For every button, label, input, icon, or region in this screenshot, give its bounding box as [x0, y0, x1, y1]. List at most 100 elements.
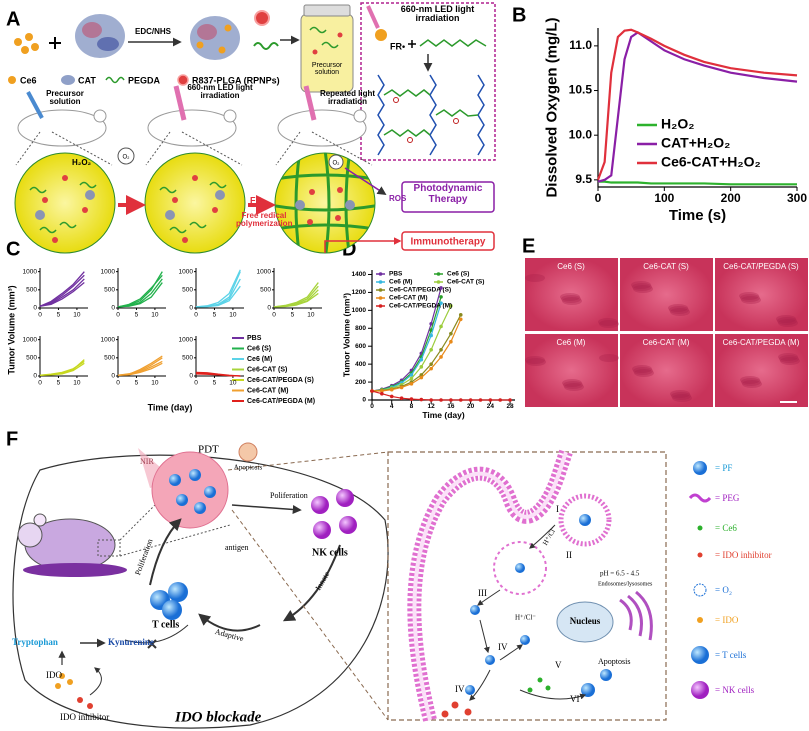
legend-marker [378, 272, 383, 276]
histology-texture [633, 285, 653, 293]
series-line [598, 180, 797, 186]
polymerization-label: Free redical polymerization [236, 211, 293, 229]
panel-f-text: III [478, 588, 487, 598]
image-label: Ce6 (S) [557, 262, 585, 271]
panel-f-art [581, 683, 595, 697]
x-tick-label: 5 [57, 380, 61, 387]
panel-f-art [412, 451, 568, 721]
series-line [372, 319, 462, 392]
panel-a-art [21, 46, 29, 54]
panel-a-art [29, 181, 227, 234]
panel-a-art [144, 152, 246, 254]
panel-f-art [545, 685, 551, 691]
panel-a-art [353, 109, 367, 123]
panel-f-art [451, 701, 459, 709]
panel-a-art [61, 75, 75, 85]
y-tick-label: 11.0 [569, 38, 592, 52]
legend-label: Ce6-CAT/PEGDA (S) [247, 377, 314, 384]
histology-texture [670, 390, 690, 398]
panel-a-art [82, 22, 102, 38]
panel-a-art [345, 200, 355, 210]
panel-a-art [253, 42, 279, 50]
panel-a-art [429, 74, 437, 156]
panel-a-art [177, 74, 189, 86]
histology-texture [671, 392, 691, 400]
panel-f-art [441, 701, 472, 718]
point [429, 362, 433, 366]
legend-label: Ce6 (M) [247, 356, 272, 363]
histology-image [620, 258, 713, 331]
curve [117, 360, 163, 376]
x-tick-label: 10 [151, 380, 159, 387]
image-label: Ce6-CAT (M) [643, 338, 690, 347]
panel-f-art [311, 496, 329, 514]
curve [117, 271, 163, 308]
histology-texture [598, 318, 618, 326]
panel-a-text: ROS [389, 194, 407, 203]
curve [273, 282, 319, 308]
panel-a-art [215, 190, 225, 200]
legend-label: Ce6-CAT+H₂O₂ [661, 154, 761, 170]
series-line [597, 31, 798, 183]
panel-f-text: = O₂ [715, 585, 732, 595]
panel-f-text: Nucleus [570, 616, 601, 626]
legend-label: PBS [389, 271, 403, 278]
point [389, 387, 394, 392]
chart: 9.5 10.0 10.5 11.0 0 100 200 300 Time (s) Dissolv… [543, 17, 807, 223]
panel-a-art [309, 189, 315, 195]
panel-f-text: VI [570, 694, 580, 704]
step-label: Precursor solution [46, 89, 84, 107]
x-tick-label: 10 [73, 312, 81, 319]
y-tick-label: 1000 [179, 336, 194, 343]
panel-a-art [303, 4, 351, 17]
panel-a-art [49, 37, 61, 49]
panel-f-art [407, 449, 573, 722]
series-line [596, 28, 798, 181]
panel-a-art [93, 109, 107, 123]
legend-label: Ce6-CAT/PEGDA (S) [389, 287, 451, 294]
panel-f-art [238, 442, 258, 462]
y-tick-label: 1000 [179, 268, 194, 275]
panel-f-art [556, 601, 614, 643]
curve [39, 282, 85, 307]
y-tick-label: 1200 [352, 289, 367, 296]
point [409, 376, 414, 381]
panel-f-art [515, 563, 525, 573]
panel-f-art [527, 687, 533, 693]
point [439, 355, 443, 359]
point [449, 339, 453, 344]
legend-marker [378, 304, 383, 308]
x-tick-label: 5 [213, 380, 217, 387]
panel-a-art [477, 74, 485, 156]
panel-f-text: pH = 6.5 - 4.5 [600, 570, 640, 578]
curve [39, 271, 85, 307]
panel-f-art [693, 583, 707, 597]
panel-a-text: H₂O₂ [72, 158, 92, 167]
y-tick-label: 500 [182, 287, 193, 294]
x-tick-label: 24 [487, 403, 495, 410]
curve [39, 360, 85, 376]
point [439, 286, 443, 290]
histology-texture [526, 358, 546, 366]
point [370, 389, 374, 393]
histology-texture [563, 381, 583, 389]
panel-a-text: Ce6 [20, 75, 37, 85]
x-axis-label: Time (s) [669, 207, 726, 224]
y-axis-label: Tumor Volume (mm³) [342, 293, 352, 377]
panel-a-art [82, 207, 88, 213]
x-tick-label: 200 [721, 191, 741, 205]
legend-label: Ce6-CAT (S) [247, 366, 287, 373]
x-tick-label: 5 [213, 312, 217, 319]
histology: Ce6 (S) Ce6-CAT (S) Ce6-CAT/PEGDA (S) Ce6 (… [525, 258, 808, 407]
panel-a-art [15, 131, 373, 166]
point [409, 373, 414, 377]
panel-f-text: Tryptophan [12, 637, 58, 647]
axis [39, 268, 88, 309]
histology-texture [776, 315, 796, 323]
panel-f-art [697, 617, 703, 623]
panel-f-art [600, 669, 612, 681]
panel-a-art [97, 37, 119, 51]
panel-a-art [197, 24, 217, 40]
